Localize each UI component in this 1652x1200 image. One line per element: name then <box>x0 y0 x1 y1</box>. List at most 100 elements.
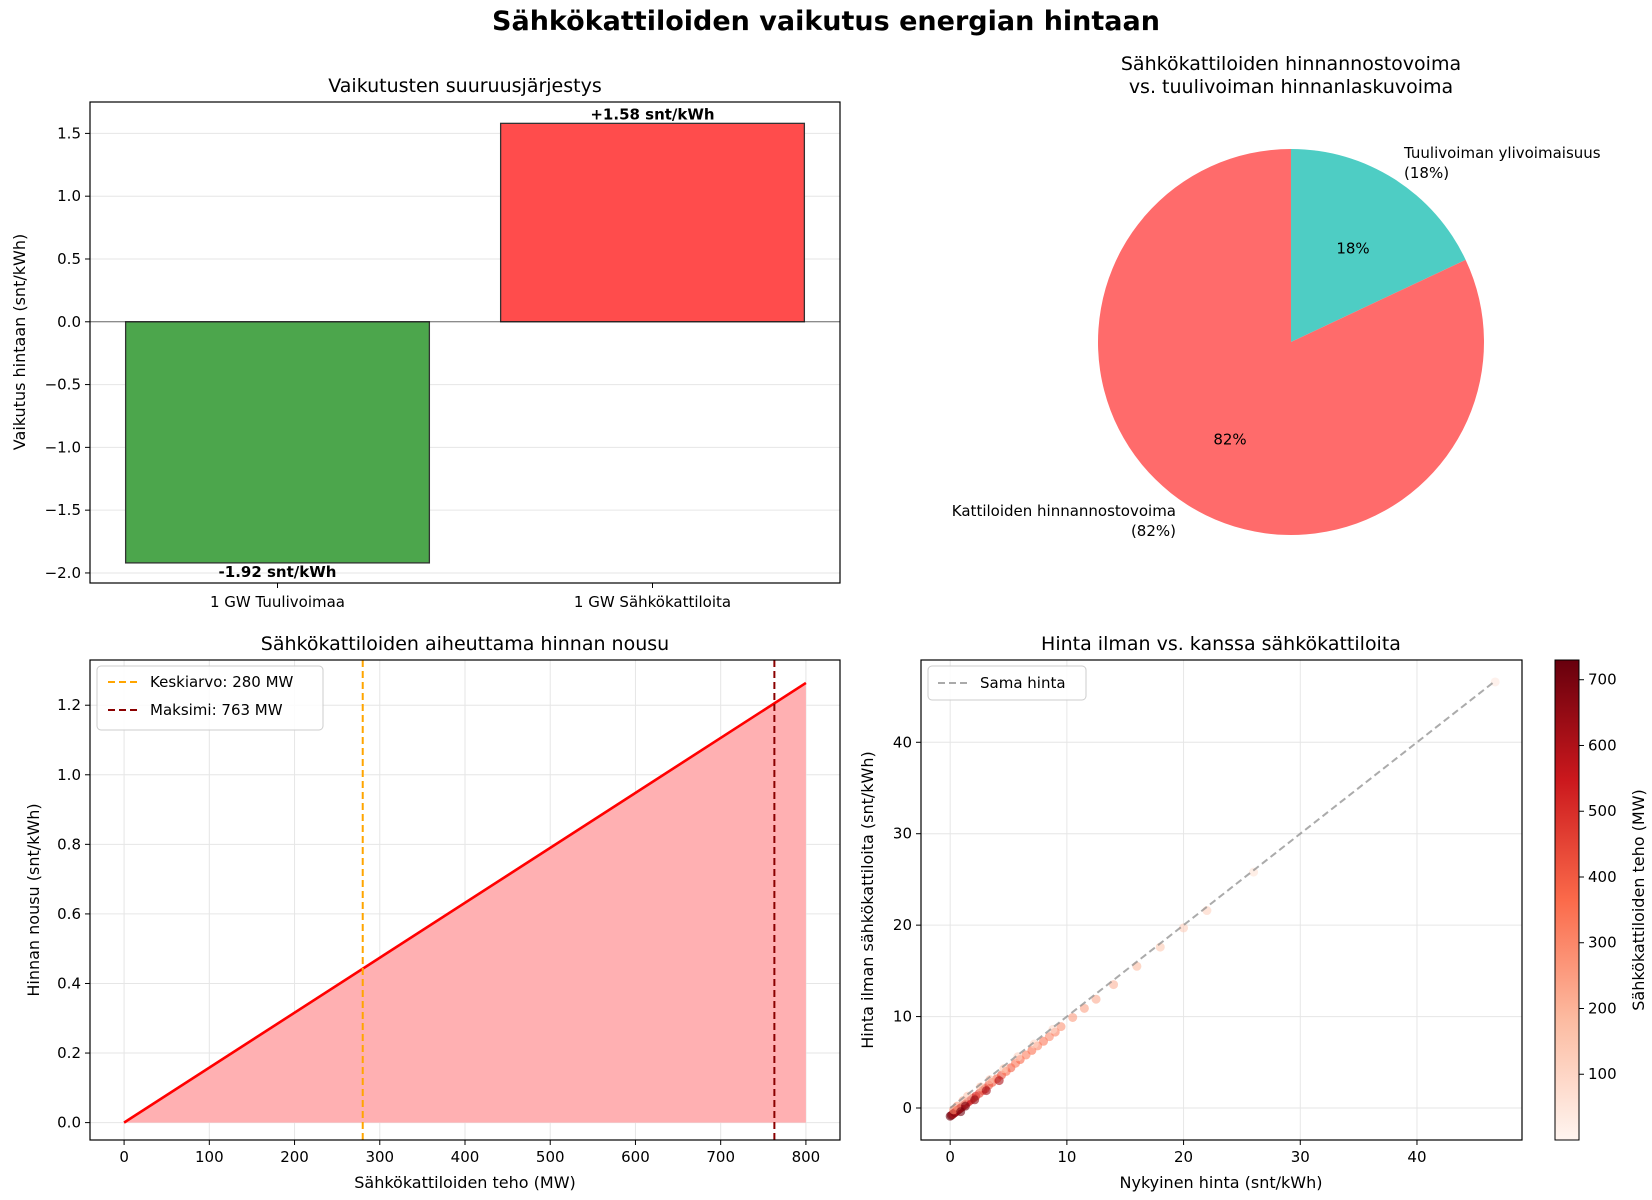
colorbar-label: Sähkökattiloiden teho (MW) <box>1629 789 1648 1011</box>
pie-pct-boilers: 82% <box>1213 431 1246 449</box>
pie-label-boilers-line-1: Kattiloiden hinnannostovoima <box>952 502 1176 520</box>
bar-ytick-label: −1.5 <box>45 501 81 519</box>
scatter-ytick-label: 10 <box>893 1008 912 1026</box>
scatter-chart-x-ticks: 0 10 20 30 40 <box>945 1140 1427 1166</box>
bar-chart-y-ticks: −2.0 −1.5 −1.0 −0.5 0.0 0.5 1.0 1.5 <box>45 124 90 582</box>
scatter-ytick-label: 30 <box>893 825 912 843</box>
scatter-xtick-label: 40 <box>1407 1148 1426 1166</box>
bar-ytick-label: 1.5 <box>57 124 81 142</box>
colorbar-tick-label: 400 <box>1588 868 1617 886</box>
bar-chart-panel: Vaikutusten suuruusjärjestys -1.92 snt/k… <box>10 75 841 611</box>
colorbar: 100 200 300 400 500 600 700 Sähkökattiloiden t… <box>1554 659 1648 1141</box>
bar-xtick-label: 1 GW Sähkökattiloita <box>574 593 731 611</box>
figure-title: Sähkökattiloiden vaikutus energian hinta… <box>492 6 1160 37</box>
scatter-chart-frame <box>920 659 1523 1141</box>
scatter-ytick-label: 20 <box>893 916 912 934</box>
line-ytick-label: 0.0 <box>57 1114 81 1132</box>
scatter-point <box>963 1091 973 1101</box>
scatter-chart-legend: Sama hinta <box>927 665 1087 701</box>
bar-ytick-label: −2.0 <box>45 564 81 582</box>
line-ytick-label: 0.8 <box>57 835 81 853</box>
bar-ytick-label: −0.5 <box>45 376 81 394</box>
line-chart-title: Sähkökattiloiden aiheuttama hinnan nousu <box>261 633 669 655</box>
bar-value-label: -1.92 snt/kWh <box>219 563 337 581</box>
line-xtick-label: 700 <box>706 1148 735 1166</box>
legend-same-price-label: Sama hinta <box>980 674 1066 692</box>
scatter-xtick-label: 20 <box>1174 1148 1193 1166</box>
bar-chart-frame <box>89 101 841 584</box>
colorbar-tick-label: 500 <box>1588 802 1617 820</box>
legend-max-label: Maksimi: 763 MW <box>150 701 283 719</box>
scatter-point <box>1249 867 1259 877</box>
bar-chart-title: Vaikutusten suuruusjärjestys <box>328 75 602 97</box>
line-chart-y-ticks: 0.0 0.2 0.4 0.6 0.8 1.0 1.2 <box>57 696 90 1132</box>
pie-chart-title-line-1: Sähkökattiloiden hinnannostovoima <box>1121 53 1461 75</box>
line-ytick-label: 1.2 <box>57 696 81 714</box>
line-chart-panel: Sähkökattiloiden aiheuttama hinnan nousu… <box>24 633 841 1192</box>
scatter-point <box>970 1095 980 1105</box>
bar-ytick-label: −1.0 <box>45 438 81 456</box>
pie-slice-1 <box>1291 149 1466 342</box>
pie-chart-slices <box>1097 148 1484 535</box>
line-xtick-label: 0 <box>119 1148 129 1166</box>
pie-chart-panel: Sähkökattiloiden hinnannostovoima vs. tu… <box>952 53 1601 540</box>
pie-chart-title-line-2: vs. tuulivoiman hinnanlaskuvoima <box>1129 76 1453 98</box>
scatter-point <box>1091 994 1101 1004</box>
pie-label-wind-line-1: Tuulivoiman ylivoimaisuus <box>1403 144 1601 162</box>
scatter-point <box>956 1107 966 1117</box>
scatter-xtick-label: 10 <box>1057 1148 1076 1166</box>
scatter-chart-ylabel: Hinta ilman sähkökattiloita (snt/kWh) <box>858 751 877 1049</box>
scatter-point <box>981 1086 991 1096</box>
line-chart-legend: Keskiarvo: 280 MW Maksimi: 763 MW <box>96 665 324 731</box>
scatter-xtick-label: 0 <box>945 1148 955 1166</box>
colorbar-tick-label: 700 <box>1588 671 1617 689</box>
scatter-point <box>1079 1003 1089 1013</box>
scatter-reference-line <box>949 681 1495 1109</box>
scatter-point <box>1056 1022 1066 1032</box>
line-xtick-label: 500 <box>536 1148 565 1166</box>
scatter-chart-panel: Hinta ilman vs. kanssa sähkökattiloita 0… <box>858 633 1648 1192</box>
colorbar-tick-label: 100 <box>1588 1065 1617 1083</box>
scatter-point <box>1029 1039 1039 1049</box>
line-ytick-label: 0.6 <box>57 905 81 923</box>
scatter-point <box>1068 1012 1078 1022</box>
scatter-ytick-label: 40 <box>893 733 912 751</box>
line-chart-x-ticks: 0 100 200 300 400 500 600 700 800 <box>119 1140 820 1166</box>
scatter-chart-grid <box>921 660 1522 1140</box>
bar-ytick-label: 1.0 <box>57 187 81 205</box>
scatter-ytick-label: 0 <box>902 1099 912 1117</box>
line-ytick-label: 1.0 <box>57 766 81 784</box>
pie-label-boilers-line-2: (82%) <box>1131 522 1176 540</box>
bar-xtick-label: 1 GW Tuulivoimaa <box>210 593 345 611</box>
line-ytick-label: 0.4 <box>57 974 81 992</box>
line-xtick-label: 800 <box>792 1148 821 1166</box>
line-xtick-label: 400 <box>451 1148 480 1166</box>
line-ytick-label: 0.2 <box>57 1044 81 1062</box>
bar-1 <box>124 321 431 564</box>
colorbar-tick-label: 200 <box>1588 999 1617 1017</box>
pie-label-wind-line-2: (18%) <box>1404 164 1449 182</box>
scatter-chart-marks <box>945 677 1500 1121</box>
line-xtick-label: 300 <box>365 1148 394 1166</box>
scatter-point <box>1179 923 1189 933</box>
scatter-xtick-label: 30 <box>1291 1148 1310 1166</box>
bar-value-label: +1.58 snt/kWh <box>590 105 714 123</box>
line-chart-frame <box>89 659 841 1141</box>
scatter-chart-xlabel: Nykyinen hinta (snt/kWh) <box>1120 1173 1323 1192</box>
pie-label-boilers: Kattiloiden hinnannostovoima (82%) <box>952 502 1176 540</box>
scatter-point <box>1490 677 1500 687</box>
pie-label-wind: Tuulivoiman ylivoimaisuus (18%) <box>1403 144 1601 182</box>
colorbar-tick-label: 300 <box>1588 934 1617 952</box>
bar-chart-x-ticks: 1 GW Tuulivoimaa 1 GW Sähkökattiloita <box>210 583 731 611</box>
line-chart-xlabel: Sähkökattiloiden teho (MW) <box>354 1173 576 1192</box>
pie-slice-2 <box>1097 148 1484 535</box>
line-legend-box <box>96 665 324 731</box>
line-xtick-label: 100 <box>195 1148 224 1166</box>
bar-chart-bars: -1.92 snt/kWh +1.58 snt/kWh <box>90 105 840 581</box>
scatter-chart-y-ticks: 0 10 20 30 40 <box>893 733 921 1117</box>
colorbar-ticks: 100 200 300 400 500 600 700 <box>1579 671 1617 1083</box>
scatter-legend-box <box>927 665 1087 701</box>
bar-2 <box>499 122 806 323</box>
colorbar-gradient <box>1554 659 1580 1141</box>
